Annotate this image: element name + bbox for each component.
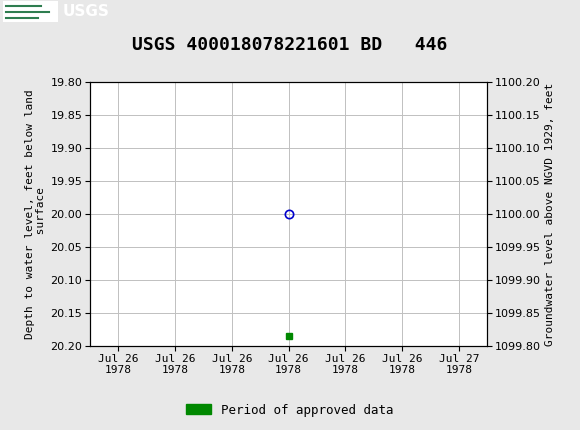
Y-axis label: Depth to water level, feet below land
 surface: Depth to water level, feet below land su… <box>24 89 46 339</box>
Text: USGS: USGS <box>63 4 110 19</box>
Legend: Period of approved data: Period of approved data <box>181 399 399 421</box>
Text: USGS 400018078221601 BD   446: USGS 400018078221601 BD 446 <box>132 36 448 54</box>
Bar <box>3 1 58 22</box>
Y-axis label: Groundwater level above NGVD 1929, feet: Groundwater level above NGVD 1929, feet <box>545 82 555 346</box>
